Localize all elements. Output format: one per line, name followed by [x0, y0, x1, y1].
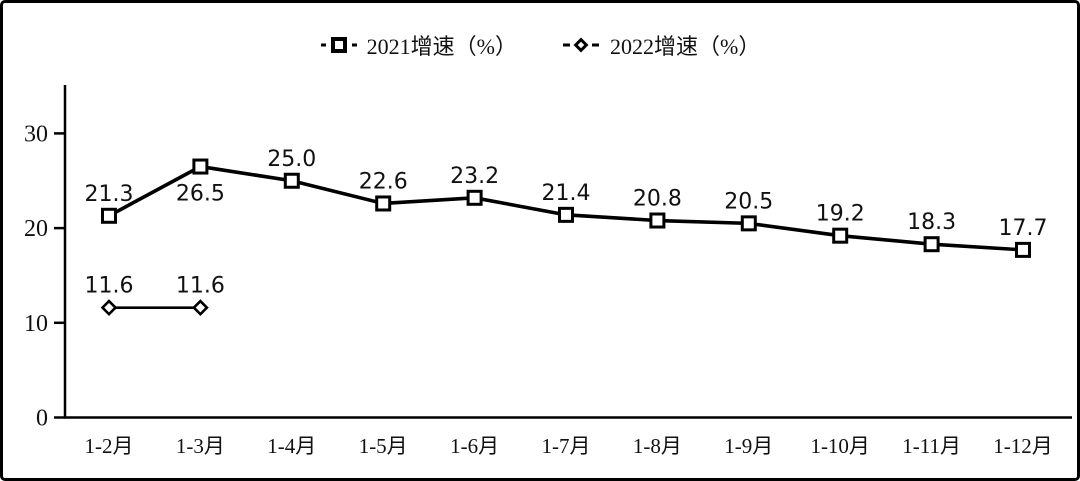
data-label: 22.6	[359, 169, 408, 194]
square-marker	[466, 189, 483, 206]
square-marker	[832, 227, 849, 244]
data-label: 21.4	[542, 181, 591, 206]
axes	[63, 85, 1072, 419]
x-tick-label: 1-7月	[542, 434, 591, 458]
x-tick-label: 1-12月	[993, 434, 1053, 458]
y-tick-label: 20	[24, 216, 48, 242]
legend-label-2021: 2021增速（%）	[366, 34, 517, 59]
data-label: 18.3	[907, 210, 956, 235]
data-label: 11.6	[176, 274, 225, 299]
square-marker-icon	[320, 37, 357, 53]
series-2021: 21.3 26.5 25.0 22.6 23.2 21.4 20.8 20.5 19.2 18.3…	[85, 147, 1048, 258]
legend-item-2021: 2021增速（%）	[320, 29, 517, 61]
legend: 2021增速（%） 2022增速（%）	[3, 29, 1077, 61]
diamond-marker	[100, 299, 118, 316]
square-marker	[558, 206, 574, 223]
square-marker	[283, 172, 300, 189]
x-tick-label: 1-3月	[176, 434, 225, 458]
data-label: 17.7	[999, 216, 1048, 241]
x-tick-label: 1-10月	[810, 434, 870, 458]
x-tick-label: 1-8月	[633, 434, 682, 458]
x-tick-label: 1-9月	[724, 434, 773, 458]
data-label: 20.8	[633, 187, 682, 212]
y-tick-label: 30	[24, 121, 48, 147]
data-label: 26.5	[176, 182, 225, 207]
y-tick-labels: 0 10 20 30	[24, 121, 65, 432]
y-tick-label: 10	[24, 311, 48, 337]
y-tick-label: 0	[36, 406, 48, 432]
legend-item-2022: 2022增速（%）	[563, 29, 760, 61]
data-label: 11.6	[85, 274, 134, 299]
square-marker	[101, 207, 117, 224]
square-marker	[649, 212, 666, 229]
x-tick-label: 1-6月	[450, 434, 499, 458]
data-label: 25.0	[267, 147, 316, 172]
x-tick-label: 1-4月	[267, 434, 316, 458]
data-label: 23.2	[450, 164, 499, 189]
x-tick-label: 1-2月	[85, 434, 134, 458]
x-tick-label: 1-5月	[359, 434, 408, 458]
diamond-marker-icon	[563, 37, 599, 53]
data-label: 20.5	[724, 189, 773, 214]
x-tick-label: 1-11月	[902, 434, 961, 458]
square-marker	[192, 158, 209, 175]
diamond-marker	[192, 299, 209, 316]
square-marker	[1015, 241, 1031, 258]
legend-label-2022: 2022增速（%）	[610, 34, 761, 59]
data-label: 21.3	[85, 182, 134, 207]
x-tick-labels: 1-2月 1-3月 1-4月 1-5月 1-6月 1-7月 1-8月 1-9月 1-10月 1-1…	[85, 434, 1053, 458]
square-marker	[375, 195, 392, 212]
square-marker	[740, 215, 757, 232]
square-marker	[923, 236, 940, 253]
data-label: 19.2	[816, 202, 865, 227]
series-2022: 11.6 11.6	[85, 274, 225, 316]
